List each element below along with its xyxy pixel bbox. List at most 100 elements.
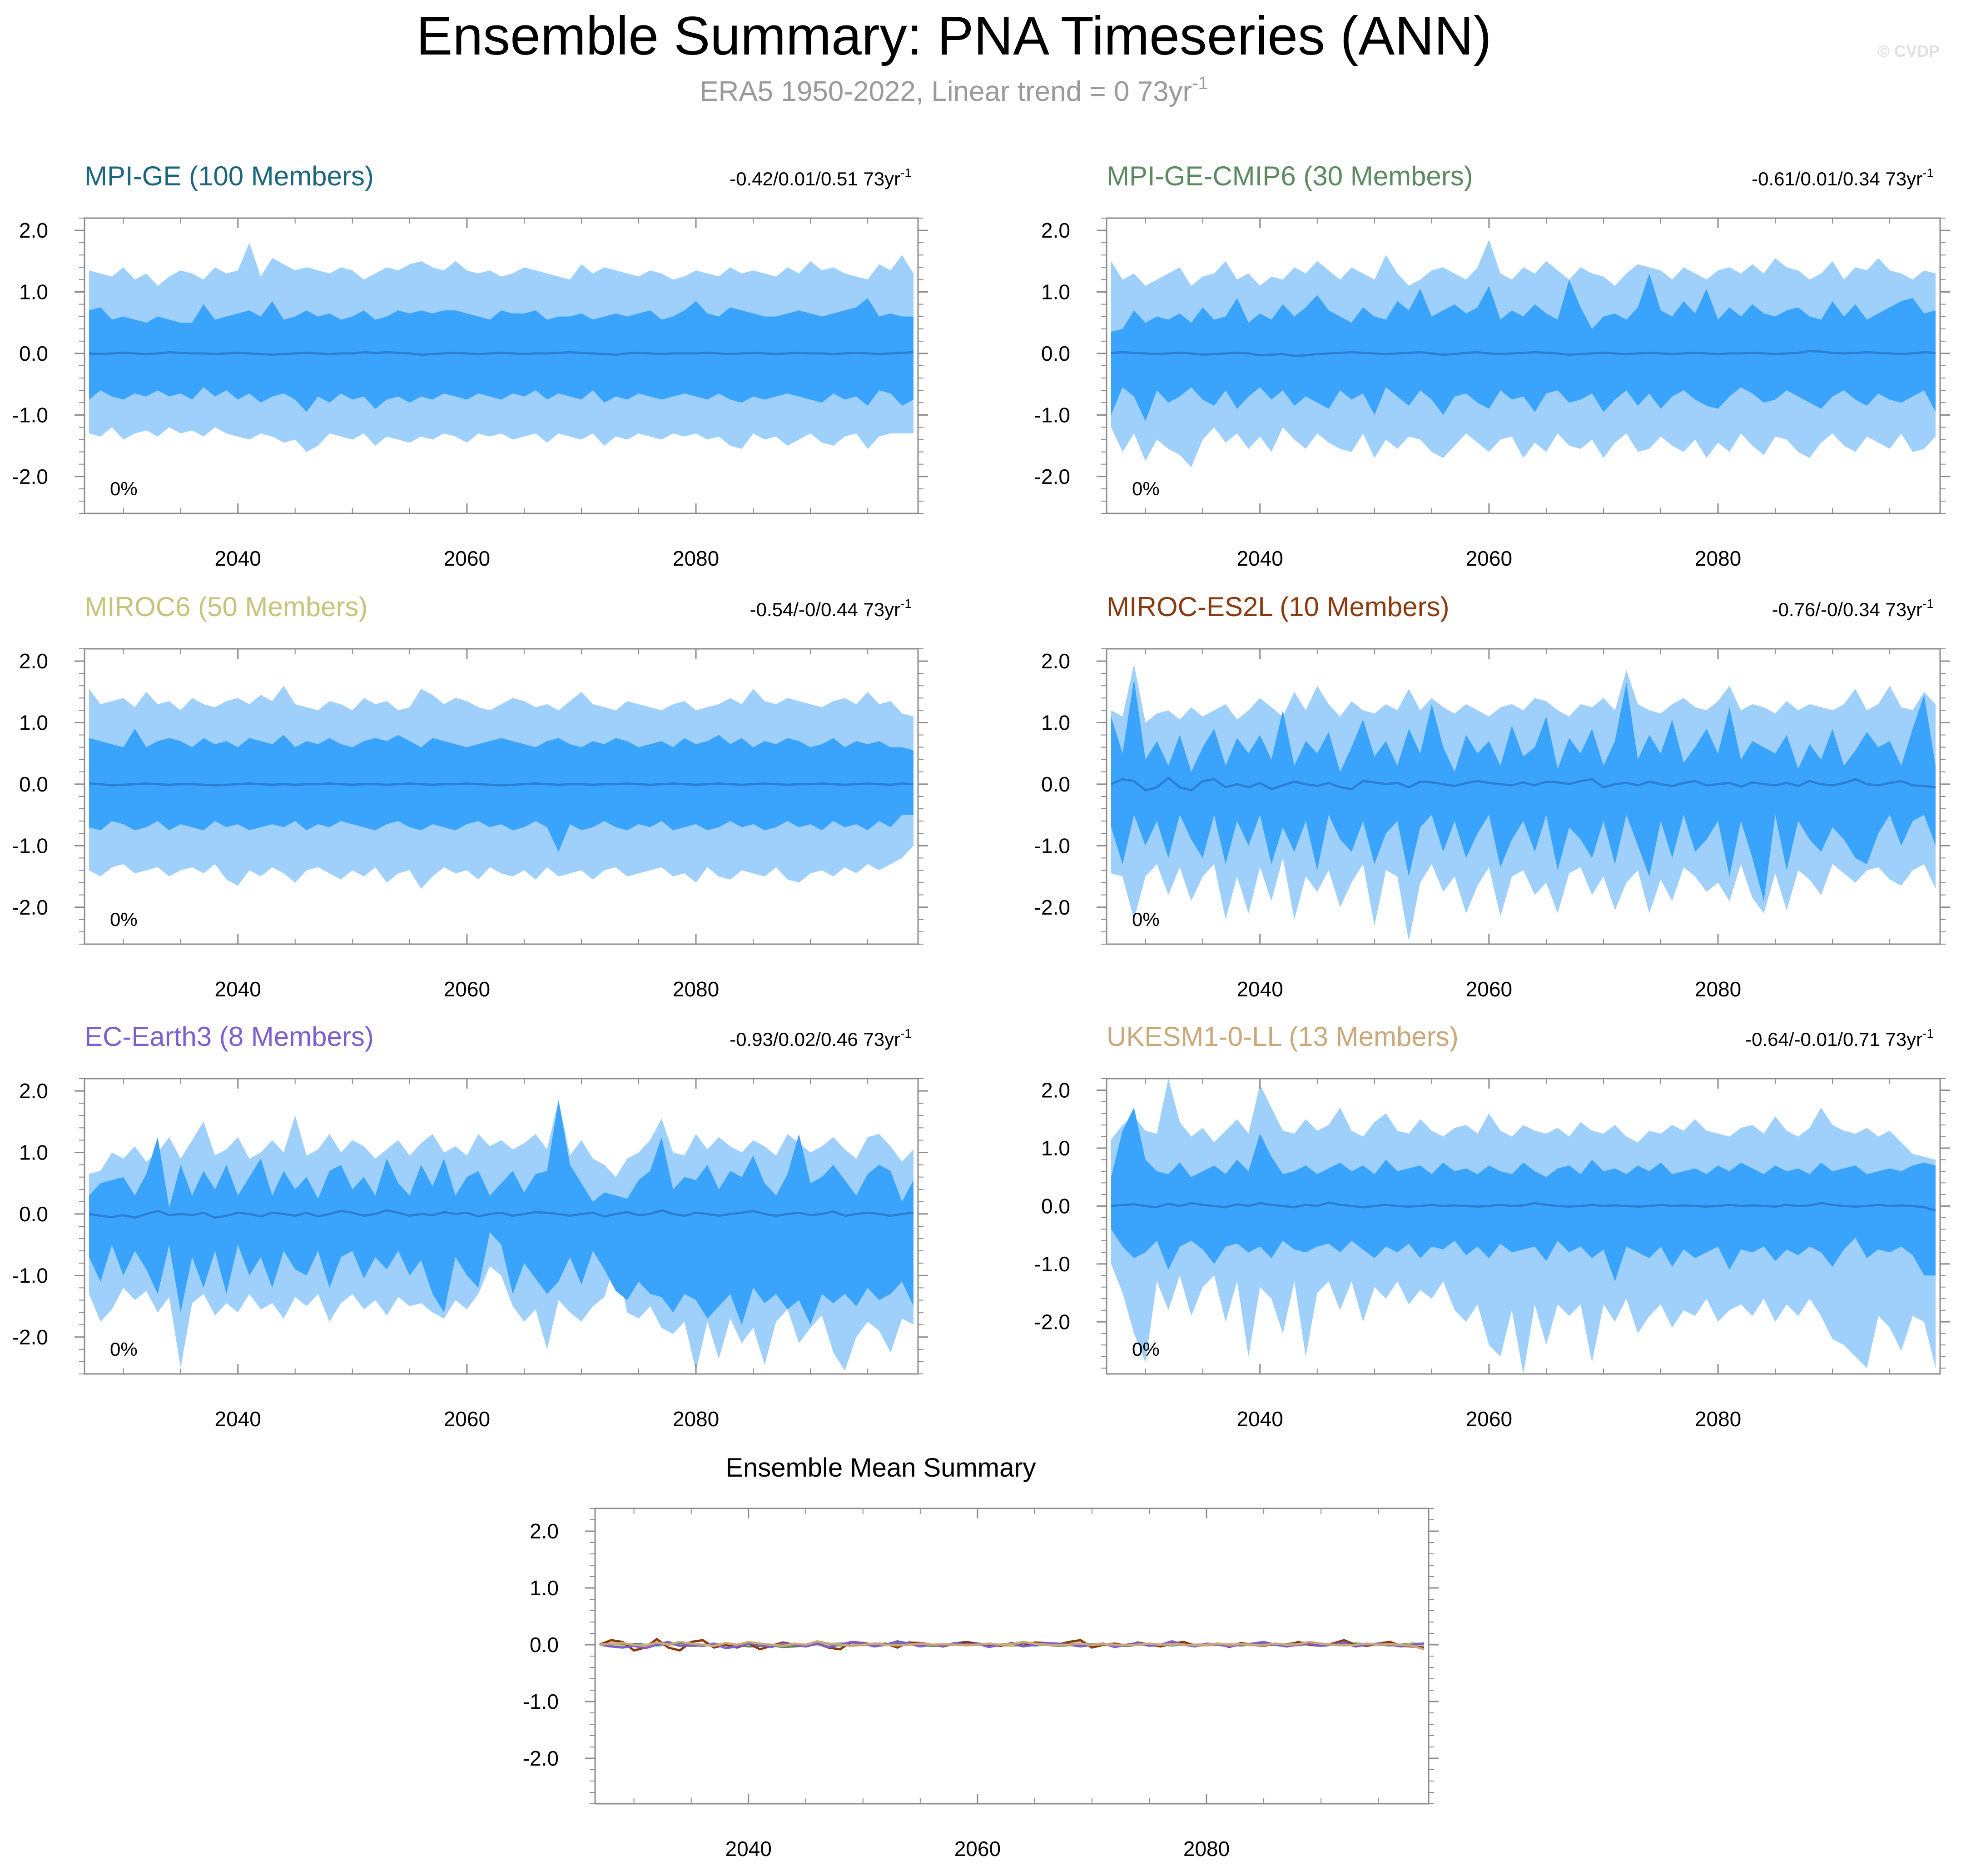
- x-tick-label: 2040: [1237, 547, 1283, 570]
- median-line: [89, 351, 914, 356]
- trend-text: -0.93/0.02/0.46 73yr: [730, 1029, 900, 1050]
- percent-label: 0%: [1132, 1339, 1160, 1360]
- y-tick-label: -1.0: [523, 1690, 559, 1713]
- trend-label: -0.76/-0/0.34 73yr-1: [1772, 597, 1934, 620]
- panel-title: MIROC6 (50 Members): [84, 592, 367, 622]
- trend-superscript: -1: [1922, 597, 1934, 611]
- chart-panel-5: EC-Earth3 (8 Members) -0.93/0.02/0.46 73y…: [12, 1021, 928, 1431]
- x-tick-label: 2080: [673, 547, 719, 570]
- x-tick-label: 2060: [444, 977, 490, 1001]
- x-tick-label: 2040: [215, 1407, 261, 1431]
- y-tick-label: 1.0: [19, 711, 48, 735]
- median-line: [1111, 1201, 1936, 1212]
- ensemble-mean-line-6: [599, 1640, 1425, 1651]
- y-tick-label: 1.0: [1041, 711, 1070, 735]
- trend-superscript: -1: [900, 1026, 912, 1040]
- inner-range-band: [89, 298, 913, 412]
- chart-panel-6: UKESM1-0-LL (13 Members) -0.64/-0.01/0.71…: [1034, 1021, 1950, 1431]
- percent-label: 0%: [1132, 909, 1160, 930]
- y-tick-label: -1.0: [12, 834, 48, 857]
- chart-panel-3: MIROC6 (50 Members) -0.54/-0/0.44 73yr-1 2…: [12, 592, 928, 1001]
- chart-panel-2: MPI-GE-CMIP6 (30 Members) -0.61/0.01/0.34…: [1034, 161, 1950, 570]
- plot-area: [89, 243, 914, 452]
- chart-panel-4: MIROC-ES2L (10 Members) -0.76/-0/0.34 73y…: [1034, 592, 1950, 1001]
- y-tick-label: 1.0: [19, 280, 48, 304]
- y-tick-label: 0.0: [530, 1633, 559, 1657]
- y-tick-label: -1.0: [1034, 1252, 1070, 1276]
- plot-area: [1111, 1079, 1936, 1374]
- trend-label: -0.42/0.01/0.51 73yr-1: [730, 166, 912, 189]
- y-tick-label: -2.0: [1034, 896, 1070, 919]
- panel-title: MPI-GE (100 Members): [84, 161, 374, 191]
- y-tick-label: 2.0: [1041, 219, 1070, 242]
- x-tick-label: 2080: [1183, 1837, 1230, 1861]
- chart-panel-7: Ensemble Mean Summary 2.0 1.0 0.0 -1.0 -2.0 20…: [523, 1453, 1439, 1861]
- y-tick-label: -2.0: [12, 465, 48, 488]
- trend-text: -0.42/0.01/0.51 73yr: [730, 168, 900, 189]
- x-tick-label: 2080: [1695, 547, 1741, 570]
- trend-superscript: -1: [900, 597, 912, 611]
- trend-text: -0.54/-0/0.44 73yr: [750, 599, 901, 620]
- trend-label: -0.61/0.01/0.34 73yr-1: [1752, 166, 1934, 189]
- y-tick-label: 1.0: [19, 1141, 48, 1164]
- median-line: [89, 1209, 914, 1219]
- subtitle-text: ERA5 1950-2022, Linear trend = 0 73yr: [700, 76, 1192, 107]
- y-tick-label: 2.0: [530, 1519, 559, 1543]
- percent-label: 0%: [110, 478, 138, 499]
- x-tick-label: 2040: [215, 977, 261, 1001]
- x-tick-label: 2060: [1466, 1407, 1512, 1431]
- panel-title: MIROC-ES2L (10 Members): [1107, 592, 1450, 622]
- x-tick-label: 2080: [673, 977, 719, 1001]
- y-tick-label: -1.0: [12, 403, 48, 427]
- y-tick-label: -2.0: [1034, 465, 1070, 488]
- y-tick-label: 1.0: [1041, 1136, 1070, 1160]
- y-tick-label: 2.0: [1041, 649, 1070, 673]
- y-tick-label: -1.0: [1034, 403, 1070, 427]
- plot-frame: [1106, 1078, 1941, 1375]
- plot-area: [1111, 664, 1936, 941]
- y-tick-label: 0.0: [19, 1202, 48, 1226]
- y-tick-label: 2.0: [19, 219, 48, 242]
- y-tick-label: 2.0: [19, 1079, 48, 1103]
- percent-label: 0%: [110, 1339, 138, 1360]
- x-tick-label: 2080: [1695, 1407, 1741, 1431]
- y-tick-label: 2.0: [19, 649, 48, 673]
- panel-title: MPI-GE-CMIP6 (30 Members): [1107, 161, 1473, 191]
- figure-subtitle: ERA5 1950-2022, Linear trend = 0 73yr-1: [700, 73, 1208, 107]
- percent-label: 0%: [110, 909, 138, 930]
- y-tick-label: -2.0: [523, 1747, 559, 1770]
- x-tick-label: 2040: [1237, 977, 1283, 1001]
- plot-area: [89, 1100, 914, 1371]
- y-tick-label: 0.0: [1041, 772, 1070, 796]
- y-tick-label: 0.0: [19, 342, 48, 365]
- percent-label: 0%: [1132, 478, 1160, 499]
- y-tick-label: 0.0: [1041, 1194, 1070, 1218]
- trend-label: -0.93/0.02/0.46 73yr-1: [730, 1026, 912, 1050]
- trend-superscript: -1: [900, 166, 912, 180]
- median-line: [1111, 776, 1936, 792]
- y-tick-label: -1.0: [1034, 834, 1070, 857]
- inner-range-band: [1111, 273, 1936, 421]
- panel-title: UKESM1-0-LL (13 Members): [1107, 1021, 1459, 1052]
- x-tick-label: 2080: [1695, 977, 1741, 1001]
- trend-text: -0.64/-0.01/0.71 73yr: [1745, 1029, 1922, 1050]
- plot-area: [599, 1637, 1425, 1652]
- inner-range-band: [1111, 679, 1936, 901]
- plot-frame: [594, 1508, 1430, 1805]
- y-tick-label: -2.0: [12, 896, 48, 919]
- inner-range-band: [1111, 1107, 1936, 1282]
- x-tick-label: 2040: [725, 1837, 772, 1861]
- x-tick-label: 2060: [954, 1837, 1001, 1861]
- x-tick-label: 2060: [1466, 547, 1512, 570]
- x-tick-label: 2040: [215, 547, 261, 570]
- y-tick-label: -1.0: [12, 1264, 48, 1287]
- trend-text: -0.61/0.01/0.34 73yr: [1752, 168, 1922, 189]
- cvdp-watermark: © CVDP: [1877, 42, 1940, 60]
- y-tick-label: -2.0: [12, 1325, 48, 1349]
- panel-title: EC-Earth3 (8 Members): [84, 1021, 374, 1052]
- figure-title: Ensemble Summary: PNA Timeseries (ANN): [416, 5, 1491, 66]
- trend-text: -0.76/-0/0.34 73yr: [1772, 599, 1923, 620]
- trend-superscript: -1: [1922, 1026, 1934, 1040]
